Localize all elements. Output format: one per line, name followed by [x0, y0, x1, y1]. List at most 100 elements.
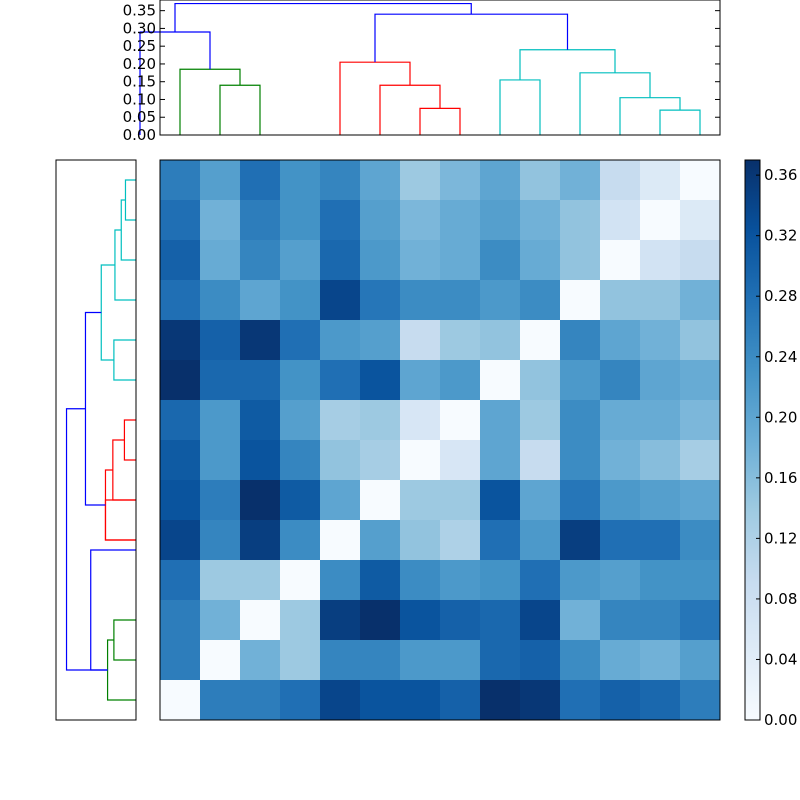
heatmap-cell	[520, 640, 561, 681]
heatmap-cell	[360, 520, 401, 561]
top-dendrogram-link	[419, 107, 461, 135]
colorbar: 0.00 0.04 0.08 0.12 0.16 0.20 0.24 0.28 0.32 0.36	[744, 159, 797, 729]
heatmap-cell	[520, 360, 561, 401]
heatmap-cell	[440, 480, 481, 521]
top-dendrogram-link	[579, 72, 651, 135]
heatmap-cell	[640, 160, 681, 201]
left-dendrogram-link	[84, 311, 106, 506]
heatmap-cell	[480, 240, 521, 281]
heatmap-cell	[360, 360, 401, 401]
colorbar-frame	[744, 159, 761, 721]
heatmap	[159, 159, 721, 721]
heatmap-cell	[440, 680, 481, 721]
heatmap-cell	[160, 400, 201, 441]
heatmap-cell	[240, 680, 281, 721]
heatmap-cell	[240, 600, 281, 641]
heatmap-cell	[520, 600, 561, 641]
heatmap-cell	[200, 520, 241, 561]
heatmap-cell	[680, 400, 721, 441]
heatmap-cell	[560, 160, 601, 201]
heatmap-cell	[640, 600, 681, 641]
heatmap-cell	[520, 200, 561, 241]
heatmap-cell	[680, 560, 721, 601]
left-dendrogram-links	[65, 179, 136, 701]
heatmap-cell	[440, 360, 481, 401]
heatmap-cell	[560, 360, 601, 401]
heatmap-cell	[400, 200, 441, 241]
heatmap-cell	[440, 320, 481, 361]
heatmap-cell	[640, 560, 681, 601]
heatmap-cell	[160, 520, 201, 561]
heatmap-cell	[680, 200, 721, 241]
heatmap-cell	[560, 520, 601, 561]
left-dendrogram-frame	[55, 159, 137, 721]
top-dendrogram-link	[619, 97, 681, 135]
heatmap-cell	[680, 240, 721, 281]
heatmap-cell	[320, 320, 361, 361]
left-dendrogram-link	[113, 619, 136, 661]
heatmap-cell	[440, 280, 481, 321]
top-dendrogram-link	[379, 84, 441, 135]
heatmap-cell	[240, 440, 281, 481]
heatmap-cell	[400, 680, 441, 721]
heatmap-frame	[159, 159, 721, 721]
heatmap-cell	[440, 440, 481, 481]
heatmap-cell	[400, 400, 441, 441]
colorbar-gradient	[745, 160, 760, 720]
heatmap-cell	[200, 560, 241, 601]
heatmap-cell	[680, 160, 721, 201]
heatmap-cell	[520, 480, 561, 521]
heatmap-cell	[640, 320, 681, 361]
heatmap-cell	[600, 280, 641, 321]
heatmap-cell	[600, 200, 641, 241]
heatmap-cell	[640, 440, 681, 481]
colorbar-tick-label: 0.24	[764, 348, 797, 366]
colorbar-tick-label: 0.04	[764, 650, 797, 668]
heatmap-cell	[280, 240, 321, 281]
colorbar-tick-label: 0.00	[764, 711, 797, 729]
heatmap-cell	[240, 160, 281, 201]
heatmap-cell	[240, 400, 281, 441]
top-dendrogram-link	[179, 68, 241, 135]
heatmap-cell	[280, 600, 321, 641]
heatmap-cell	[560, 240, 601, 281]
heatmap-cell	[680, 360, 721, 401]
heatmap-cell	[640, 400, 681, 441]
heatmap-cell	[560, 280, 601, 321]
heatmap-cell	[400, 320, 441, 361]
heatmap-cell	[160, 320, 201, 361]
heatmap-cell	[640, 200, 681, 241]
colorbar-tick-label: 0.36	[764, 166, 797, 184]
heatmap-cell	[400, 600, 441, 641]
heatmap-cell	[320, 600, 361, 641]
heatmap-cell	[200, 600, 241, 641]
heatmap-cell	[480, 320, 521, 361]
heatmap-cell	[320, 160, 361, 201]
heatmap-cell	[280, 680, 321, 721]
heatmap-cell	[200, 320, 241, 361]
top-dendrogram-y-tick-label: 0.10	[123, 90, 156, 108]
heatmap-cell	[240, 360, 281, 401]
heatmap-cell	[160, 360, 201, 401]
top-dendrogram-y-tick-label: 0.20	[123, 55, 156, 73]
heatmap-cell	[400, 560, 441, 601]
heatmap-cell	[200, 240, 241, 281]
heatmap-cell	[320, 440, 361, 481]
heatmap-cell	[480, 640, 521, 681]
heatmap-cell	[480, 360, 521, 401]
colorbar-tick-label: 0.12	[764, 529, 797, 547]
heatmap-cell	[200, 440, 241, 481]
heatmap-cell	[160, 240, 201, 281]
heatmap-cell	[160, 560, 201, 601]
heatmap-cell	[440, 520, 481, 561]
heatmap-cell	[600, 160, 641, 201]
left-dendrogram-link	[123, 419, 136, 461]
heatmap-cell	[560, 440, 601, 481]
heatmap-cell	[520, 440, 561, 481]
colorbar-tick-label: 0.32	[764, 227, 797, 245]
heatmap-cell	[640, 240, 681, 281]
heatmap-cell	[480, 440, 521, 481]
heatmap-cell	[600, 640, 641, 681]
heatmap-cell	[480, 280, 521, 321]
